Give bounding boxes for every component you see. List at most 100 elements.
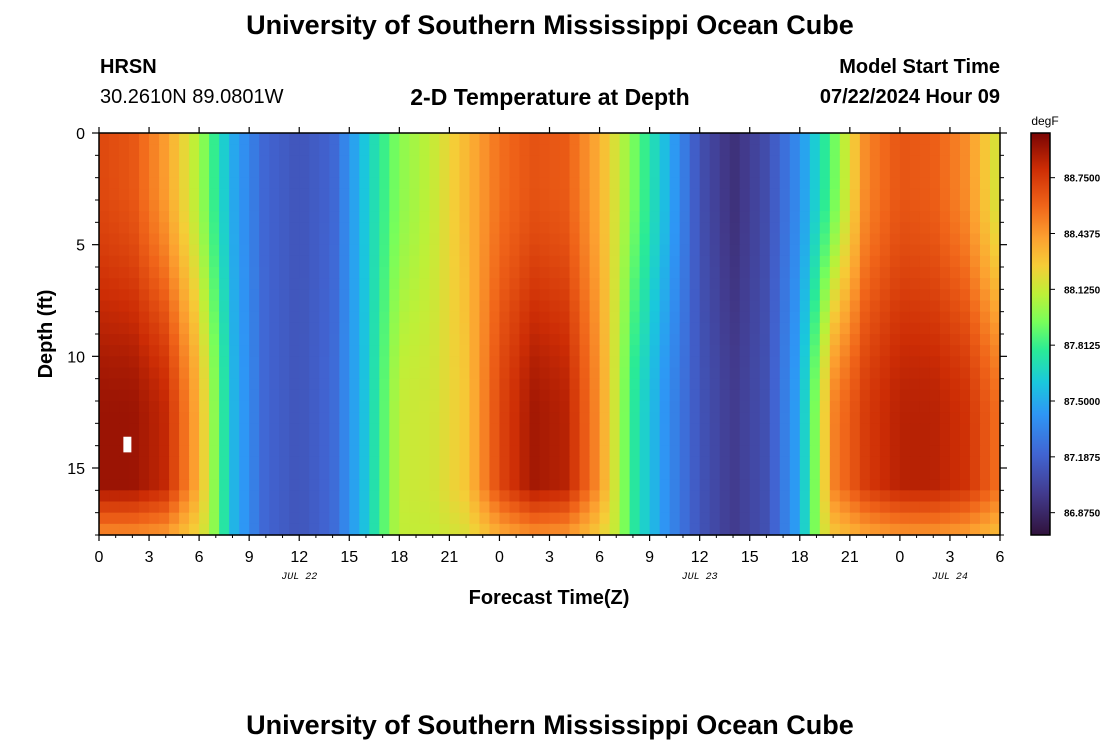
heatmap-cell [909,222,921,235]
heatmap-cell [869,456,881,469]
heatmap-cell [769,188,781,201]
heatmap-cell [289,356,300,369]
heatmap-cell [969,479,981,491]
heatmap-cell [279,479,290,491]
heatmap-cell [279,490,290,503]
heatmap-cell [489,345,501,357]
heatmap-cell [989,523,1001,536]
heatmap-cell [409,345,420,357]
heatmap-cell [329,211,340,223]
heatmap-cell [289,166,300,179]
heatmap-cell [789,177,801,190]
heatmap-cell [709,490,721,503]
heatmap-cell [989,244,1001,257]
heatmap-cell [779,401,791,413]
heatmap-cell [789,211,801,223]
heatmap-cell [829,334,841,346]
heatmap-cell [299,311,310,324]
heatmap-cell [649,278,661,290]
heatmap-cell [379,177,390,190]
heatmap-cell [769,490,781,503]
heatmap-cell [749,188,761,201]
heatmap-cell [439,300,450,313]
heatmap-cell [279,389,290,402]
heatmap-cell [789,412,801,424]
heatmap-cell [969,468,981,480]
heatmap-cell [879,378,891,391]
heatmap-cell [519,188,531,201]
heatmap-cell [99,267,110,279]
heatmap-cell [919,222,931,235]
heatmap-cell [619,367,631,380]
heatmap-cell [479,523,491,536]
heatmap-cell [359,434,370,447]
heatmap-cell [449,255,460,268]
heatmap-cell [979,233,991,246]
heatmap-cell [879,255,891,268]
heatmap-cell [949,334,961,346]
heatmap-cell [119,423,130,436]
heatmap-cell [419,311,430,324]
heatmap-cell [239,222,250,235]
heatmap-cell [389,233,400,246]
heatmap-cell [209,334,220,346]
heatmap-cell [839,177,851,190]
heatmap-cell [559,155,571,168]
heatmap-cell [489,144,501,156]
heatmap-cell [959,512,971,525]
heatmap-cell [389,200,400,212]
heatmap-cell [149,456,160,469]
heatmap-cell [709,289,721,302]
heatmap-cell [249,445,260,458]
heatmap-cell [749,434,761,447]
heatmap-cell [389,523,400,536]
heatmap-cell [899,512,911,525]
heatmap-cell [919,423,931,436]
heatmap-cell [559,200,571,212]
heatmap-cell [349,378,360,391]
heatmap-cell [539,166,551,179]
heatmap-cell [169,267,180,279]
heatmap-cell [489,378,501,391]
heatmap-cell [229,267,240,279]
heatmap-cell [629,367,641,380]
heatmap-cell [639,345,651,357]
heatmap-cell [479,188,491,201]
heatmap-cell [269,345,280,357]
heatmap-cell [639,278,651,290]
heatmap-cell [319,155,330,168]
heatmap-cell [539,267,551,279]
heatmap-cell [759,144,771,156]
heatmap-cell [739,523,751,536]
heatmap-cell [939,233,951,246]
heatmap-cell [939,200,951,212]
heatmap-cell [129,512,140,525]
heatmap-cell [589,155,601,168]
heatmap-cell [129,244,140,257]
heatmap-cell [159,200,170,212]
heatmap-cell [219,267,230,279]
heatmap-cell [329,133,340,145]
heatmap-cell [239,233,250,246]
heatmap-cell [109,389,120,402]
heatmap-cell [479,378,491,391]
heatmap-cell [659,468,671,480]
heatmap-cell [749,389,761,402]
heatmap-cell [309,311,320,324]
heatmap-cell [649,389,661,402]
heatmap-cell [259,367,270,380]
heatmap-cell [779,200,791,212]
heatmap-cell [459,367,471,380]
heatmap-cell [159,244,170,257]
heatmap-cell [189,233,200,246]
heatmap-cell [729,345,741,357]
heatmap-cell [909,468,921,480]
heatmap-cell [559,423,571,436]
heatmap-cell [899,188,911,201]
heatmap-cell [519,233,531,246]
heatmap-cell [749,278,761,290]
heatmap-cell [869,177,881,190]
heatmap-cell [799,479,811,491]
colorbar [1030,132,1051,536]
heatmap-cell [589,434,601,447]
